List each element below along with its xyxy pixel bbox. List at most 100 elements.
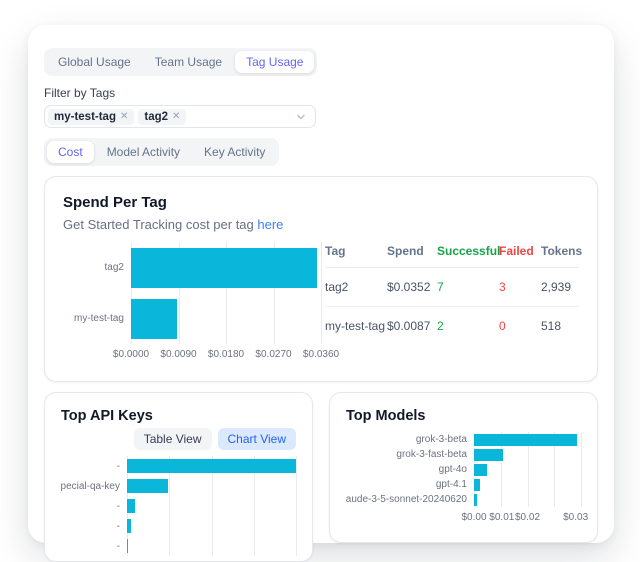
tag-filter-select[interactable]: my-test-tag ✕ tag2 ✕ xyxy=(44,105,316,128)
tab-key-activity[interactable]: Key Activity xyxy=(193,141,276,163)
gridline xyxy=(211,456,213,556)
gridline xyxy=(321,242,322,344)
gridline xyxy=(253,456,255,556)
cell-tag: my-test-tag xyxy=(325,319,386,333)
chevron-down-icon[interactable] xyxy=(295,111,307,123)
bar-tag2 xyxy=(131,247,317,288)
cell-tag: tag2 xyxy=(325,280,349,294)
col-header-failed: Failed xyxy=(499,244,534,258)
chart-category-label: - xyxy=(116,460,120,472)
x-axis-tick-label: $0.0270 xyxy=(255,349,292,360)
top-models-title: Top Models xyxy=(346,408,426,424)
gridline xyxy=(554,432,556,507)
top-api-keys-card: Top API Keys Table View Chart View - peci… xyxy=(44,392,313,562)
gridline xyxy=(581,432,582,507)
get-started-here-link[interactable]: here xyxy=(257,217,284,232)
x-axis-tick-label: $0.02 xyxy=(514,512,541,523)
chart-category-label: gpt-4o xyxy=(438,464,467,475)
chart-category-label: - xyxy=(116,540,120,552)
gridline xyxy=(527,432,529,507)
chart-row xyxy=(127,476,296,496)
chart-row xyxy=(127,456,296,476)
col-header-successful: Successful xyxy=(437,244,501,258)
chart-category-label: - xyxy=(116,520,120,532)
bar-gpt-4o xyxy=(474,463,487,476)
cell-spend: $0.0352 xyxy=(387,280,431,294)
x-axis-tick-label: $0.01 xyxy=(489,512,515,523)
tab-cost[interactable]: Cost xyxy=(47,141,94,163)
chart-category-label: gpt-4.1 xyxy=(435,479,467,490)
chart-row xyxy=(474,477,581,492)
gridline xyxy=(500,432,502,507)
cell-tokens: 518 xyxy=(541,319,562,333)
chip-remove-icon[interactable]: ✕ xyxy=(172,111,181,122)
view-tabs: Cost Model Activity Key Activity xyxy=(44,138,280,166)
bar-- xyxy=(127,459,296,473)
chart-category-label: claude-3-5-sonnet-20240620 xyxy=(346,494,467,505)
gridline xyxy=(273,242,275,344)
gridline xyxy=(178,242,180,344)
table-header-row: Tag Spend Successful Failed Tokens xyxy=(325,242,583,268)
x-axis-tick-label: $0.0090 xyxy=(160,349,197,360)
cell-spend: $0.0087 xyxy=(387,319,431,333)
spend-per-tag-chart: tag2 my-test-tag $0.0000 $0.0090 $0.0180 $0.… xyxy=(63,242,339,361)
chart-category-label: my-test-tag xyxy=(73,313,124,324)
tab-model-activity[interactable]: Model Activity xyxy=(96,141,191,163)
chart-row xyxy=(474,462,581,477)
view-toggle: Table View Chart View xyxy=(61,428,296,450)
tag-chip-my-test-tag: my-test-tag ✕ xyxy=(48,108,135,125)
tag-chip-tag2: tag2 ✕ xyxy=(138,108,187,125)
tab-global-usage[interactable]: Global Usage xyxy=(47,51,142,73)
x-axis-tick-label: $0.0180 xyxy=(207,349,245,360)
table-row: my-test-tag $0.0087 2 0 518 xyxy=(325,307,579,345)
bar-claude-3-5-sonnet-20240620 xyxy=(474,493,477,506)
tab-team-usage[interactable]: Team Usage xyxy=(144,51,233,73)
chip-remove-icon[interactable]: ✕ xyxy=(119,111,129,122)
gridline xyxy=(131,242,132,344)
cell-failed: 3 xyxy=(499,280,506,294)
bar-- xyxy=(127,539,128,553)
col-header-tokens: Tokens xyxy=(541,244,583,258)
chart-row xyxy=(474,447,581,462)
tag-chip-label: my-test-tag xyxy=(54,110,116,123)
spend-per-tag-title: Spend Per Tag xyxy=(63,194,167,211)
gridline xyxy=(296,456,297,556)
cell-tokens: 2,939 xyxy=(541,280,572,294)
bar-grok-3-beta xyxy=(474,433,578,446)
col-header-spend: Spend xyxy=(387,244,424,258)
chart-row xyxy=(127,536,296,556)
chart-category-label: grok-3-fast-beta xyxy=(396,449,467,460)
bar-my-test-tag xyxy=(131,298,177,339)
spend-per-tag-table: Tag Spend Successful Failed Tokens tag2 … xyxy=(325,242,583,361)
top-api-keys-chart: - pecial-qa-key - - - xyxy=(61,456,297,556)
x-axis-tick-label: $0.0360 xyxy=(302,349,340,360)
chart-category-label: grok-3-beta xyxy=(415,434,467,445)
gridline xyxy=(169,456,171,556)
usage-dashboard-panel: Global Usage Team Usage Tag Usage Filter… xyxy=(28,25,614,562)
bar-pecial-qa-key xyxy=(127,479,168,493)
bar-- xyxy=(127,519,132,533)
col-header-tag: Tag xyxy=(325,244,346,258)
top-models-card: Top Models grok-3-beta grok-3-fast-beta gp… xyxy=(329,392,598,543)
table-view-button[interactable]: Table View xyxy=(133,428,212,450)
chart-category-label: pecial-qa-key xyxy=(61,480,120,492)
chart-view-button[interactable]: Chart View xyxy=(217,428,296,450)
bar-gpt-4.1 xyxy=(474,478,480,491)
bar-- xyxy=(127,499,135,513)
gridline xyxy=(226,242,227,344)
cell-successful: 2 xyxy=(437,319,444,333)
top-api-keys-title: Top API Keys xyxy=(61,408,153,424)
usage-scope-tabs: Global Usage Team Usage Tag Usage xyxy=(44,48,318,76)
spend-per-tag-subtitle: Get Started Tracking cost per tag here xyxy=(63,217,579,232)
table-row: tag2 $0.0352 7 3 2,939 xyxy=(325,268,579,307)
tab-tag-usage[interactable]: Tag Usage xyxy=(235,51,315,73)
chart-row xyxy=(131,293,321,344)
chart-row xyxy=(127,516,296,536)
chart-row xyxy=(131,242,321,293)
x-axis-tick-label: $0.00 xyxy=(461,512,487,523)
chart-category-label: - xyxy=(116,500,120,512)
spend-per-tag-card: Spend Per Tag Get Started Tracking cost … xyxy=(44,176,598,382)
filter-by-tags-label: Filter by Tags xyxy=(44,86,116,100)
chart-row xyxy=(474,432,581,447)
cell-failed: 0 xyxy=(499,319,506,333)
